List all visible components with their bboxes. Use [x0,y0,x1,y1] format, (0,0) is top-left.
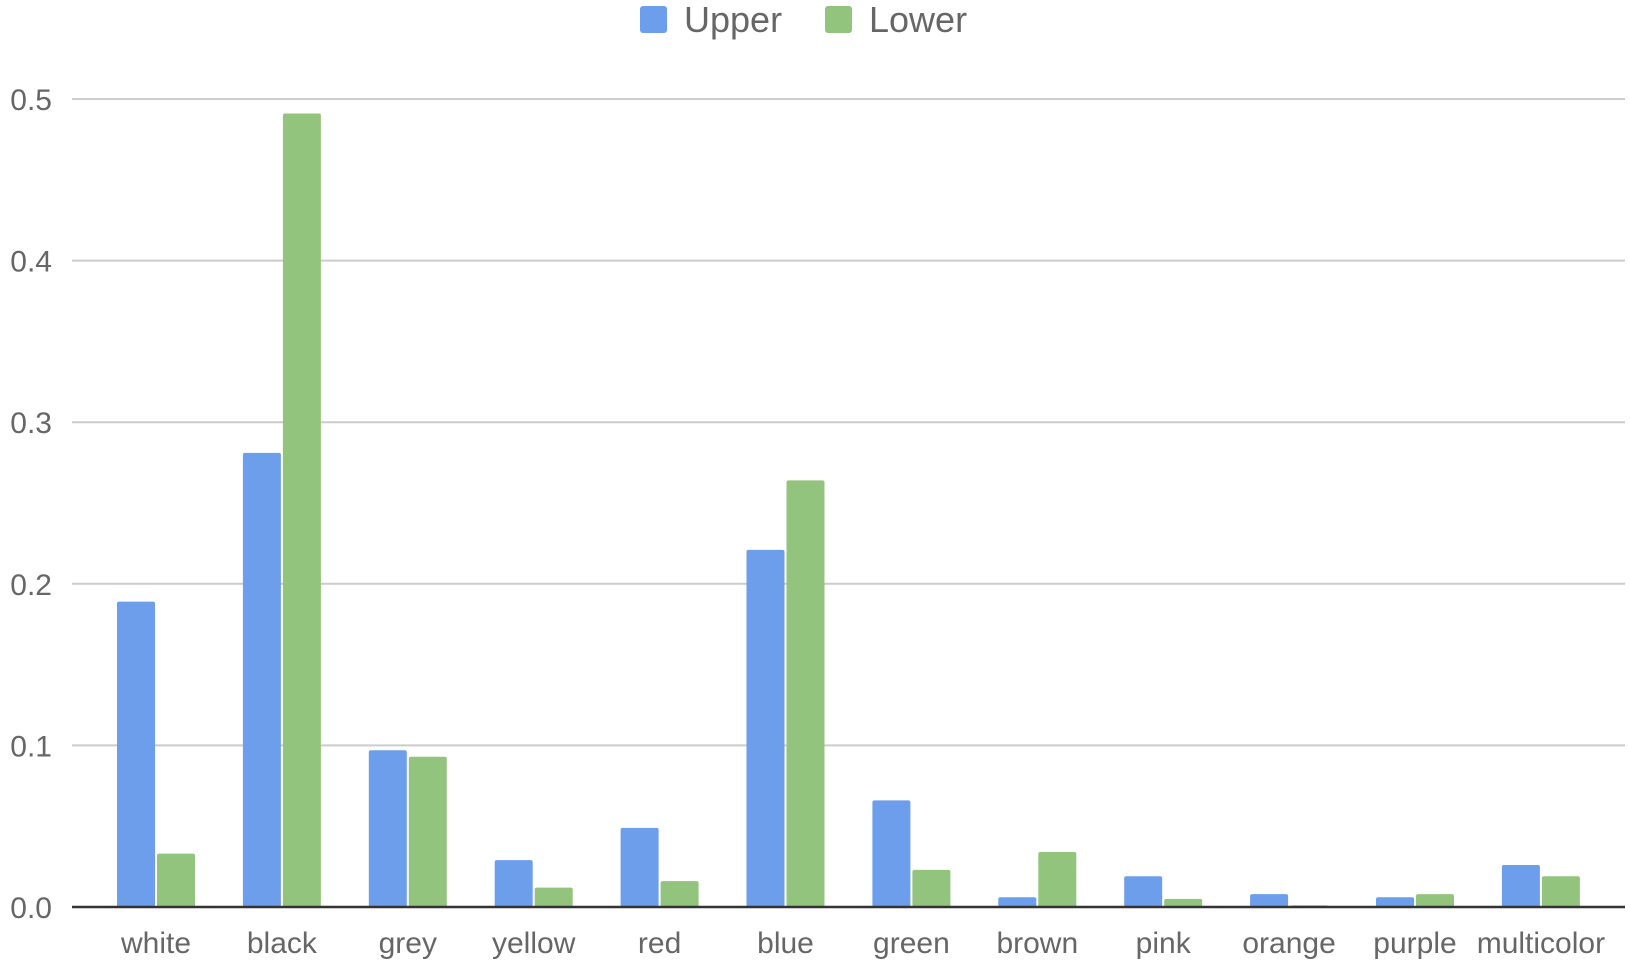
bar-lower-multicolor [1541,876,1580,907]
x-tick-label: red [638,927,681,960]
x-axis-ticks: white black grey yellow red blue green brown pin… [120,927,1605,960]
x-tick-label: white [120,927,191,960]
bar-upper-multicolor [1501,864,1540,907]
bars [117,113,1580,907]
x-tick-label: green [873,927,950,960]
x-tick-label: pink [1136,927,1192,960]
legend-swatch-upper [640,6,667,33]
bar-upper-red [620,827,659,907]
x-tick-label: brown [996,927,1078,960]
bar-upper-yellow [494,860,533,907]
x-tick-label: grey [379,927,437,960]
y-tick-label: 0.2 [10,569,52,602]
y-axis-ticks: 0.0 0.1 0.2 0.3 0.4 0.5 [10,84,52,925]
bar-lower-grey [408,756,447,907]
legend-label-lower: Lower [869,0,967,40]
bar-lower-purple [1416,894,1454,907]
bar-lower-blue [786,480,825,907]
bar-lower-pink [1164,898,1203,907]
bar-upper-grey [368,750,407,907]
x-tick-label: purple [1373,927,1456,960]
legend: Upper Lower [640,0,967,40]
gridlines [72,98,1625,747]
y-tick-label: 0.0 [10,892,52,925]
y-tick-label: 0.5 [10,84,52,117]
y-tick-label: 0.1 [10,730,52,763]
bar-upper-purple [1376,897,1414,907]
x-tick-label: orange [1242,927,1335,960]
bar-upper-brown [998,897,1037,907]
bar-upper-white [117,601,155,907]
bar-lower-white [157,853,195,907]
bar-lower-green [912,869,951,907]
x-tick-label: multicolor [1477,927,1605,960]
x-tick-label: black [247,927,318,960]
bar-upper-green [872,800,911,907]
bar-upper-black [242,452,281,907]
bar-lower-yellow [534,887,573,907]
legend-label-upper: Upper [684,0,782,40]
bar-upper-pink [1124,876,1163,907]
bar-lower-red [660,881,699,907]
x-tick-label: yellow [492,927,576,960]
y-tick-label: 0.4 [10,246,52,279]
bar-lower-black [282,113,321,907]
bar-upper-orange [1250,894,1289,907]
legend-swatch-lower [825,6,852,33]
bar-lower-brown [1038,852,1077,907]
bar-upper-blue [746,549,785,907]
y-tick-label: 0.3 [10,407,52,440]
x-tick-label: blue [757,927,814,960]
